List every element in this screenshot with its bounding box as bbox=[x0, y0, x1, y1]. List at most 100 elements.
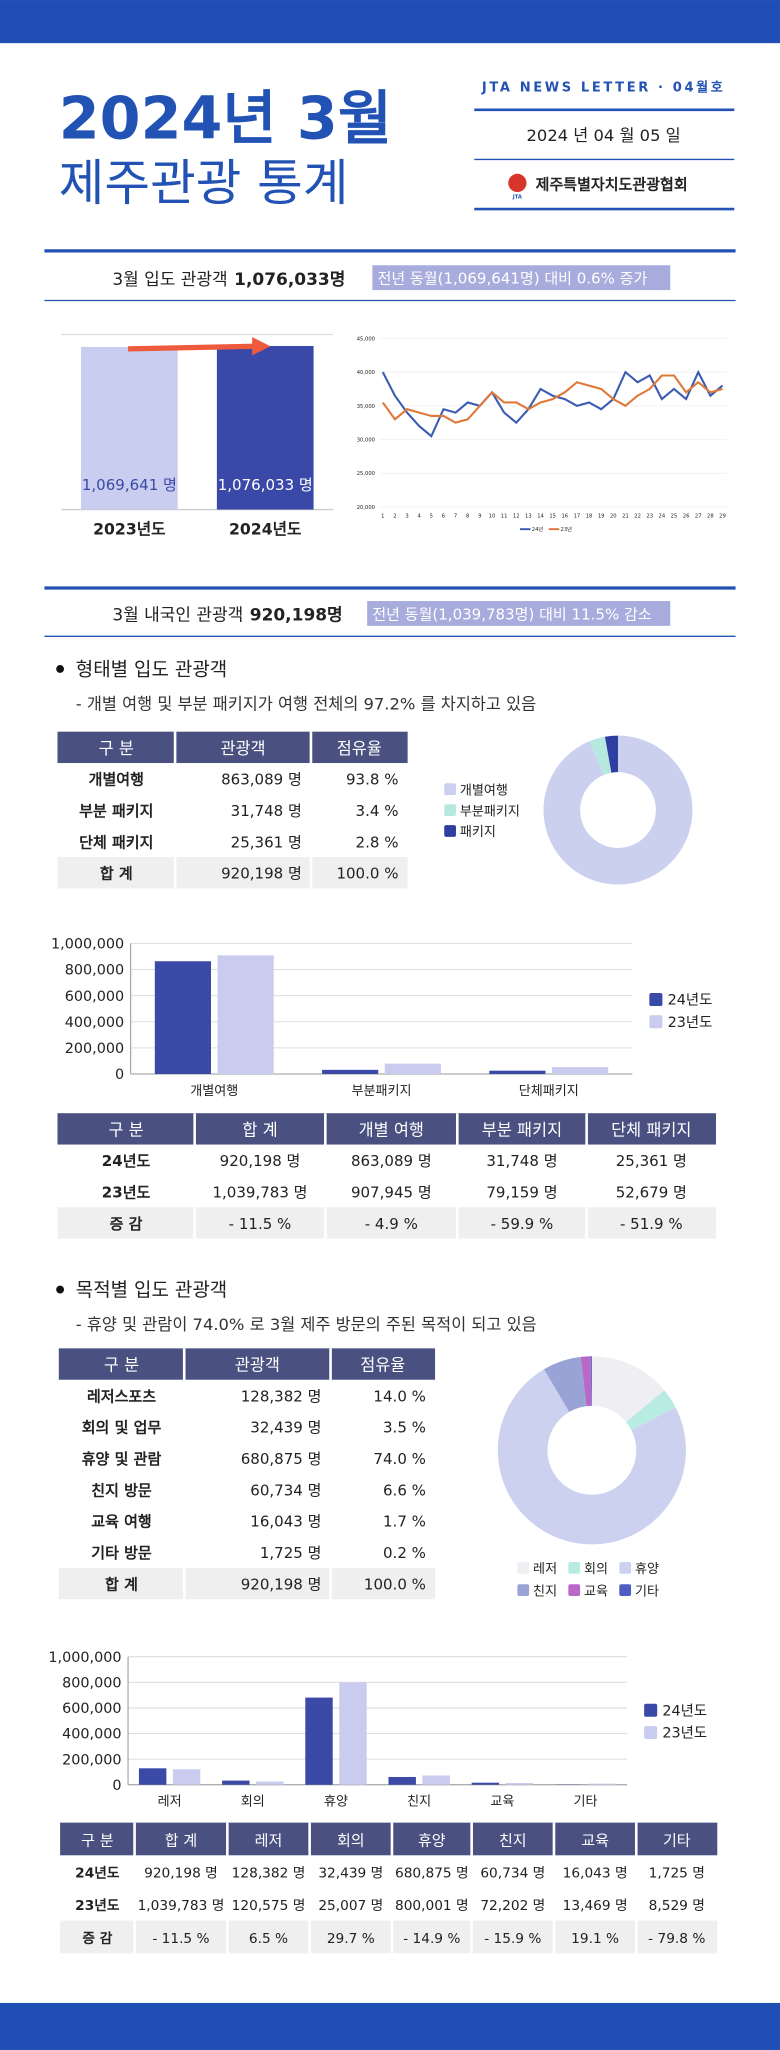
y-tick-label: 400,000 bbox=[65, 1015, 124, 1031]
table-total-row bbox=[57, 857, 408, 889]
x-tick-label: 25 bbox=[671, 513, 678, 519]
table-cell: 0.2 % bbox=[383, 1544, 426, 1562]
x-tick-label: 18 bbox=[586, 513, 593, 519]
x-tick-label: 레저 bbox=[158, 1795, 182, 1810]
x-tick-label: 17 bbox=[574, 513, 581, 519]
table-cell: - 79.8 % bbox=[648, 1931, 705, 1947]
bar bbox=[216, 345, 314, 510]
table-header-cell: 레저 bbox=[255, 1832, 283, 1850]
donut-slice bbox=[580, 1356, 592, 1407]
bar bbox=[588, 1783, 617, 1785]
table-cell: 25,007 명 bbox=[318, 1898, 383, 1914]
bullet bbox=[56, 665, 65, 673]
y-tick-label: 600,000 bbox=[65, 989, 124, 1005]
logo-mark bbox=[508, 173, 527, 193]
table-cell: 합 계 bbox=[105, 1575, 138, 1593]
table-cell: 74.0 % bbox=[373, 1450, 425, 1468]
table-cell: 개별여행 bbox=[89, 771, 144, 789]
table-total-row bbox=[57, 1207, 716, 1239]
y-tick-label: 20,000 bbox=[357, 505, 375, 511]
legend-label: 기타 bbox=[635, 1584, 659, 1599]
table-cell: 6.6 % bbox=[383, 1481, 426, 1499]
table-header bbox=[57, 1113, 716, 1145]
x-tick-label: 15 bbox=[549, 513, 556, 519]
table-cell: 16,043 명 bbox=[250, 1513, 321, 1531]
x-tick-label: 29 bbox=[719, 513, 726, 519]
y-tick-label: 0 bbox=[115, 1067, 124, 1083]
legend-label: 24년도 bbox=[668, 992, 713, 1009]
x-tick-label: 26 bbox=[683, 513, 690, 519]
table-cell: 60,734 명 bbox=[480, 1866, 545, 1882]
bar bbox=[489, 1070, 546, 1074]
summary-value: 920,198명 bbox=[250, 606, 343, 626]
legend-label: 회의 bbox=[584, 1562, 608, 1577]
table-total-row bbox=[58, 1567, 436, 1600]
table-header-cell: 관광객 bbox=[235, 1356, 280, 1375]
table-header-cell: 회의 bbox=[337, 1832, 365, 1850]
note-highlight bbox=[367, 601, 671, 626]
donut-slice bbox=[543, 735, 693, 885]
legend-label: 레저 bbox=[533, 1562, 557, 1577]
table-cell: 79,159 명 bbox=[486, 1183, 557, 1201]
legend-swatch bbox=[444, 804, 456, 816]
summary: 3월 입도 관광객 1,076,033명 bbox=[112, 270, 345, 290]
table-cell: 16,043 명 bbox=[563, 1866, 628, 1882]
table-cell: 25,361 명 bbox=[616, 1152, 687, 1170]
summary-note: 전년 동월(1,069,641명) 대비 0.6% 증가 bbox=[378, 270, 648, 288]
table-cell: 회의 및 업무 bbox=[82, 1419, 162, 1437]
y-tick-label: 800,000 bbox=[65, 963, 124, 979]
donut-slice bbox=[591, 1356, 665, 1422]
trend-arrow bbox=[127, 343, 257, 352]
x-tick-label: 8 bbox=[466, 513, 469, 519]
table-cell: 1,039,783 명 bbox=[212, 1183, 307, 1201]
table-cell: 증 감 bbox=[82, 1930, 112, 1947]
x-tick-label: 교육 bbox=[490, 1795, 514, 1810]
legend-label: 휴양 bbox=[635, 1562, 659, 1577]
x-tick-label: 친지 bbox=[407, 1795, 431, 1810]
bar bbox=[339, 1682, 367, 1785]
table-cell: 1,039,783 명 bbox=[138, 1898, 225, 1914]
section-desc: - 휴양 및 관람이 74.0% 로 3월 제주 방문의 주된 목적이 되고 있… bbox=[76, 1315, 537, 1334]
x-tick-label: 20 bbox=[610, 513, 617, 519]
table-cell: 25,361 명 bbox=[231, 833, 302, 851]
x-tick-label: 19 bbox=[598, 513, 605, 519]
table-header-cell: 합 계 bbox=[165, 1832, 197, 1850]
x-tick-label: 2 bbox=[393, 513, 396, 519]
bar bbox=[471, 1782, 500, 1785]
x-tick-label: 부분패키지 bbox=[351, 1084, 411, 1099]
table-cell: 52,679 명 bbox=[616, 1183, 687, 1201]
table-cell: - 51.9 % bbox=[620, 1215, 683, 1233]
x-tick-label: 22 bbox=[634, 513, 641, 519]
legend-label: 23년도 bbox=[668, 1014, 713, 1031]
x-tick-label: 27 bbox=[695, 513, 702, 519]
legend-swatch bbox=[649, 1015, 663, 1029]
x-tick-label: 28 bbox=[707, 513, 714, 519]
table-cell: 32,439 명 bbox=[250, 1419, 321, 1437]
table-cell: 920,198 명 bbox=[221, 865, 302, 883]
table-cell: 13,469 명 bbox=[563, 1898, 628, 1914]
bar-value-label: 1,069,641 명 bbox=[82, 476, 177, 494]
bar bbox=[217, 955, 274, 1074]
x-tick-label: 16 bbox=[561, 513, 568, 519]
summary: 3월 내국인 관광객 920,198명 bbox=[112, 606, 342, 626]
legend-label: 24년 bbox=[532, 525, 544, 533]
bar bbox=[138, 1768, 167, 1785]
table-header-cell: 개별 여행 bbox=[359, 1120, 424, 1139]
table-cell: - 11.5 % bbox=[229, 1215, 292, 1233]
table-cell: 920,198 명 bbox=[241, 1575, 322, 1593]
bar bbox=[422, 1775, 450, 1785]
table-cell: 3.5 % bbox=[383, 1419, 426, 1437]
table-cell: 19.1 % bbox=[571, 1931, 619, 1947]
x-tick-label: 14 bbox=[537, 513, 544, 519]
y-tick-label: 400,000 bbox=[62, 1727, 121, 1743]
table-cell: 31,748 명 bbox=[486, 1152, 557, 1170]
summary-note: 전년 동월(1,039,783명) 대비 11.5% 감소 bbox=[372, 605, 651, 623]
legend-swatch bbox=[444, 783, 456, 796]
y-tick-label: 25,000 bbox=[357, 471, 375, 477]
table-header-cell: 단체 패키지 bbox=[611, 1120, 691, 1139]
table-header bbox=[57, 731, 408, 764]
table-header bbox=[60, 1822, 718, 1856]
legend-label: 친지 bbox=[533, 1584, 557, 1599]
table-header-cell: 구 분 bbox=[99, 739, 134, 758]
